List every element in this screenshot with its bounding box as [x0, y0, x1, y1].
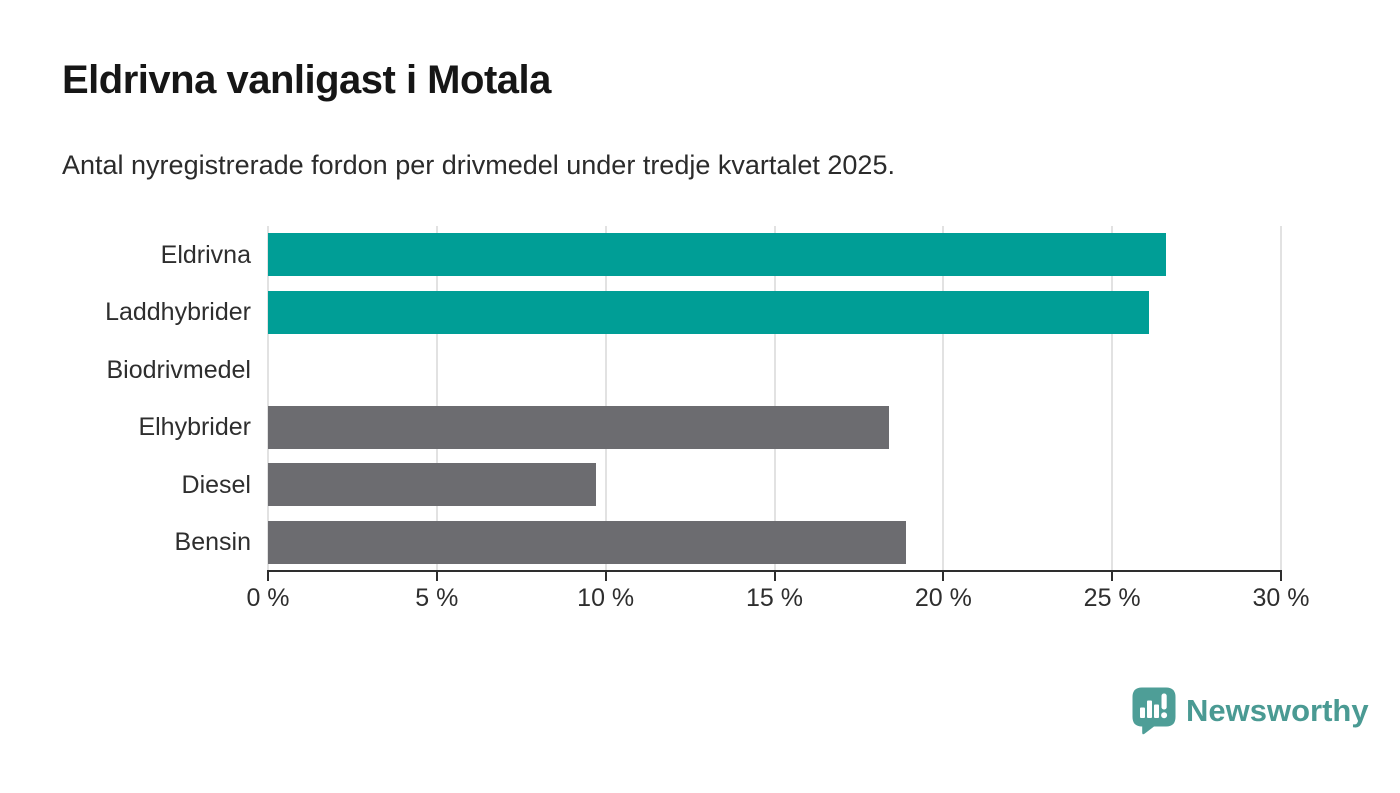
gridline-0% — [267, 226, 269, 571]
gridline-25% — [1111, 226, 1114, 571]
x-tick — [1280, 572, 1282, 581]
x-tick — [773, 572, 776, 581]
category-axis: Eldrivna Laddhybrider Biodrivmedel Elhybrid… — [0, 226, 251, 571]
x-tick-label: 30 % — [1252, 584, 1310, 612]
x-tick — [1111, 572, 1114, 581]
plot-area: 0 % 5 % 10 % 15 % 20 % 25 % 30 % — [246, 226, 1309, 612]
category-label-eldrivna: Eldrivna — [160, 240, 251, 269]
bar-eldrivna — [268, 233, 1167, 277]
category-label-elhybrider: Elhybrider — [138, 413, 251, 442]
gridline-15% — [773, 226, 776, 571]
category-label-biodrivmedel: Biodrivmedel — [106, 355, 251, 384]
newsworthy-logo[interactable]: Newsworthy — [1131, 686, 1369, 735]
x-tick — [942, 572, 945, 581]
x-axis-line — [267, 570, 1282, 572]
x-tick-label: 0 % — [246, 584, 290, 612]
bar-diesel — [268, 463, 596, 507]
x-tick-label: 20 % — [914, 584, 972, 612]
chart-title: Eldrivna vanligast i Motala — [62, 58, 551, 102]
x-tick-label: 10 % — [577, 584, 635, 612]
gridline-10% — [604, 226, 607, 571]
x-tick-label: 5 % — [415, 584, 459, 612]
gridline-20% — [942, 226, 945, 571]
bar-laddhybrider — [268, 290, 1150, 334]
gridline-30% — [1280, 226, 1282, 571]
x-tick-label: 15 % — [746, 584, 803, 612]
bar-bensin — [268, 520, 907, 564]
newsworthy-speech-bubble-bar-chart-icon — [1131, 686, 1177, 735]
newsworthy-wordmark: Newsworthy — [1186, 692, 1369, 728]
chart-subtitle: Antal nyregistrerade fordon per drivmede… — [62, 150, 895, 180]
x-tick-label: 25 % — [1083, 584, 1141, 612]
gridline-5% — [435, 226, 438, 571]
bar-elhybrider — [268, 405, 890, 449]
x-tick — [267, 572, 269, 581]
category-label-diesel: Diesel — [181, 470, 251, 499]
category-label-bensin: Bensin — [174, 528, 251, 557]
x-tick — [604, 572, 607, 581]
x-tick — [435, 572, 438, 581]
category-label-laddhybrider: Laddhybrider — [105, 298, 251, 327]
